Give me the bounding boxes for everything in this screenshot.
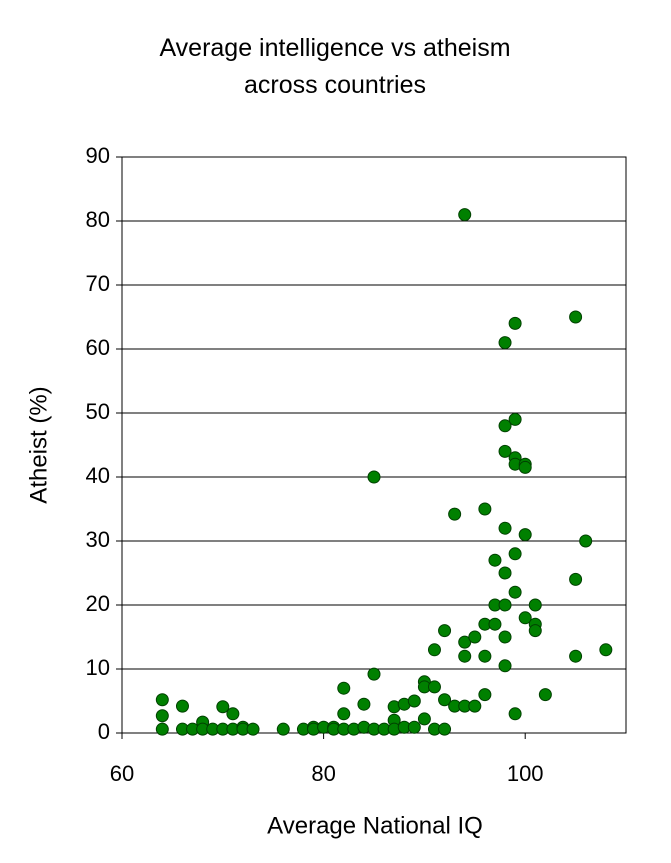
point [498, 630, 512, 644]
point [488, 553, 502, 567]
x-axis-label: Average National IQ [267, 812, 483, 839]
point [508, 707, 522, 721]
point [448, 507, 462, 521]
y-tick-label: 30 [86, 527, 110, 552]
x-tick-label: 80 [311, 761, 335, 786]
point [518, 611, 532, 625]
point [357, 697, 371, 711]
point [498, 566, 512, 580]
point [438, 693, 452, 707]
y-tick-label: 0 [98, 719, 110, 744]
point [226, 707, 240, 721]
point [438, 624, 452, 638]
point [478, 688, 492, 702]
point [458, 635, 472, 649]
point [498, 336, 512, 350]
y-tick-label: 40 [86, 463, 110, 488]
point [599, 643, 613, 657]
y-tick-label: 20 [86, 591, 110, 616]
point [569, 572, 583, 586]
point [528, 598, 542, 612]
point [458, 208, 472, 222]
point [508, 412, 522, 426]
point [478, 502, 492, 516]
point [569, 310, 583, 324]
y-tick-label: 80 [86, 207, 110, 232]
y-tick-label: 90 [86, 143, 110, 168]
point [417, 712, 431, 726]
point [155, 709, 169, 723]
point [498, 659, 512, 673]
plot-frame [121, 156, 627, 734]
y-tick-label: 70 [86, 271, 110, 296]
point [155, 722, 169, 736]
point [518, 528, 532, 542]
y-tick-label: 60 [86, 335, 110, 360]
point [498, 521, 512, 535]
point [427, 680, 441, 694]
point [569, 649, 583, 663]
point [438, 722, 452, 736]
point [508, 316, 522, 330]
point [468, 630, 482, 644]
point [518, 460, 532, 474]
point [468, 699, 482, 713]
point [478, 649, 492, 663]
point [276, 722, 290, 736]
point [407, 720, 421, 734]
point [488, 617, 502, 631]
point [498, 419, 512, 433]
point [498, 598, 512, 612]
point [498, 444, 512, 458]
point [337, 681, 351, 695]
y-tick-label: 50 [86, 399, 110, 424]
y-axis-label: Atheist (%) [25, 386, 52, 503]
point [528, 624, 542, 638]
x-tick-label: 60 [110, 761, 134, 786]
x-tick-label: 100 [507, 761, 544, 786]
point [508, 547, 522, 561]
point [155, 693, 169, 707]
point [175, 699, 189, 713]
point [216, 700, 230, 714]
point [337, 707, 351, 721]
point [407, 694, 421, 708]
point [427, 643, 441, 657]
point [538, 688, 552, 702]
point [367, 667, 381, 681]
chart-title: Average intelligence vs atheism across c… [159, 34, 511, 99]
point [367, 470, 381, 484]
y-tick-label: 10 [86, 655, 110, 680]
point [579, 534, 593, 548]
point [246, 722, 260, 736]
point [458, 649, 472, 663]
point [508, 585, 522, 599]
